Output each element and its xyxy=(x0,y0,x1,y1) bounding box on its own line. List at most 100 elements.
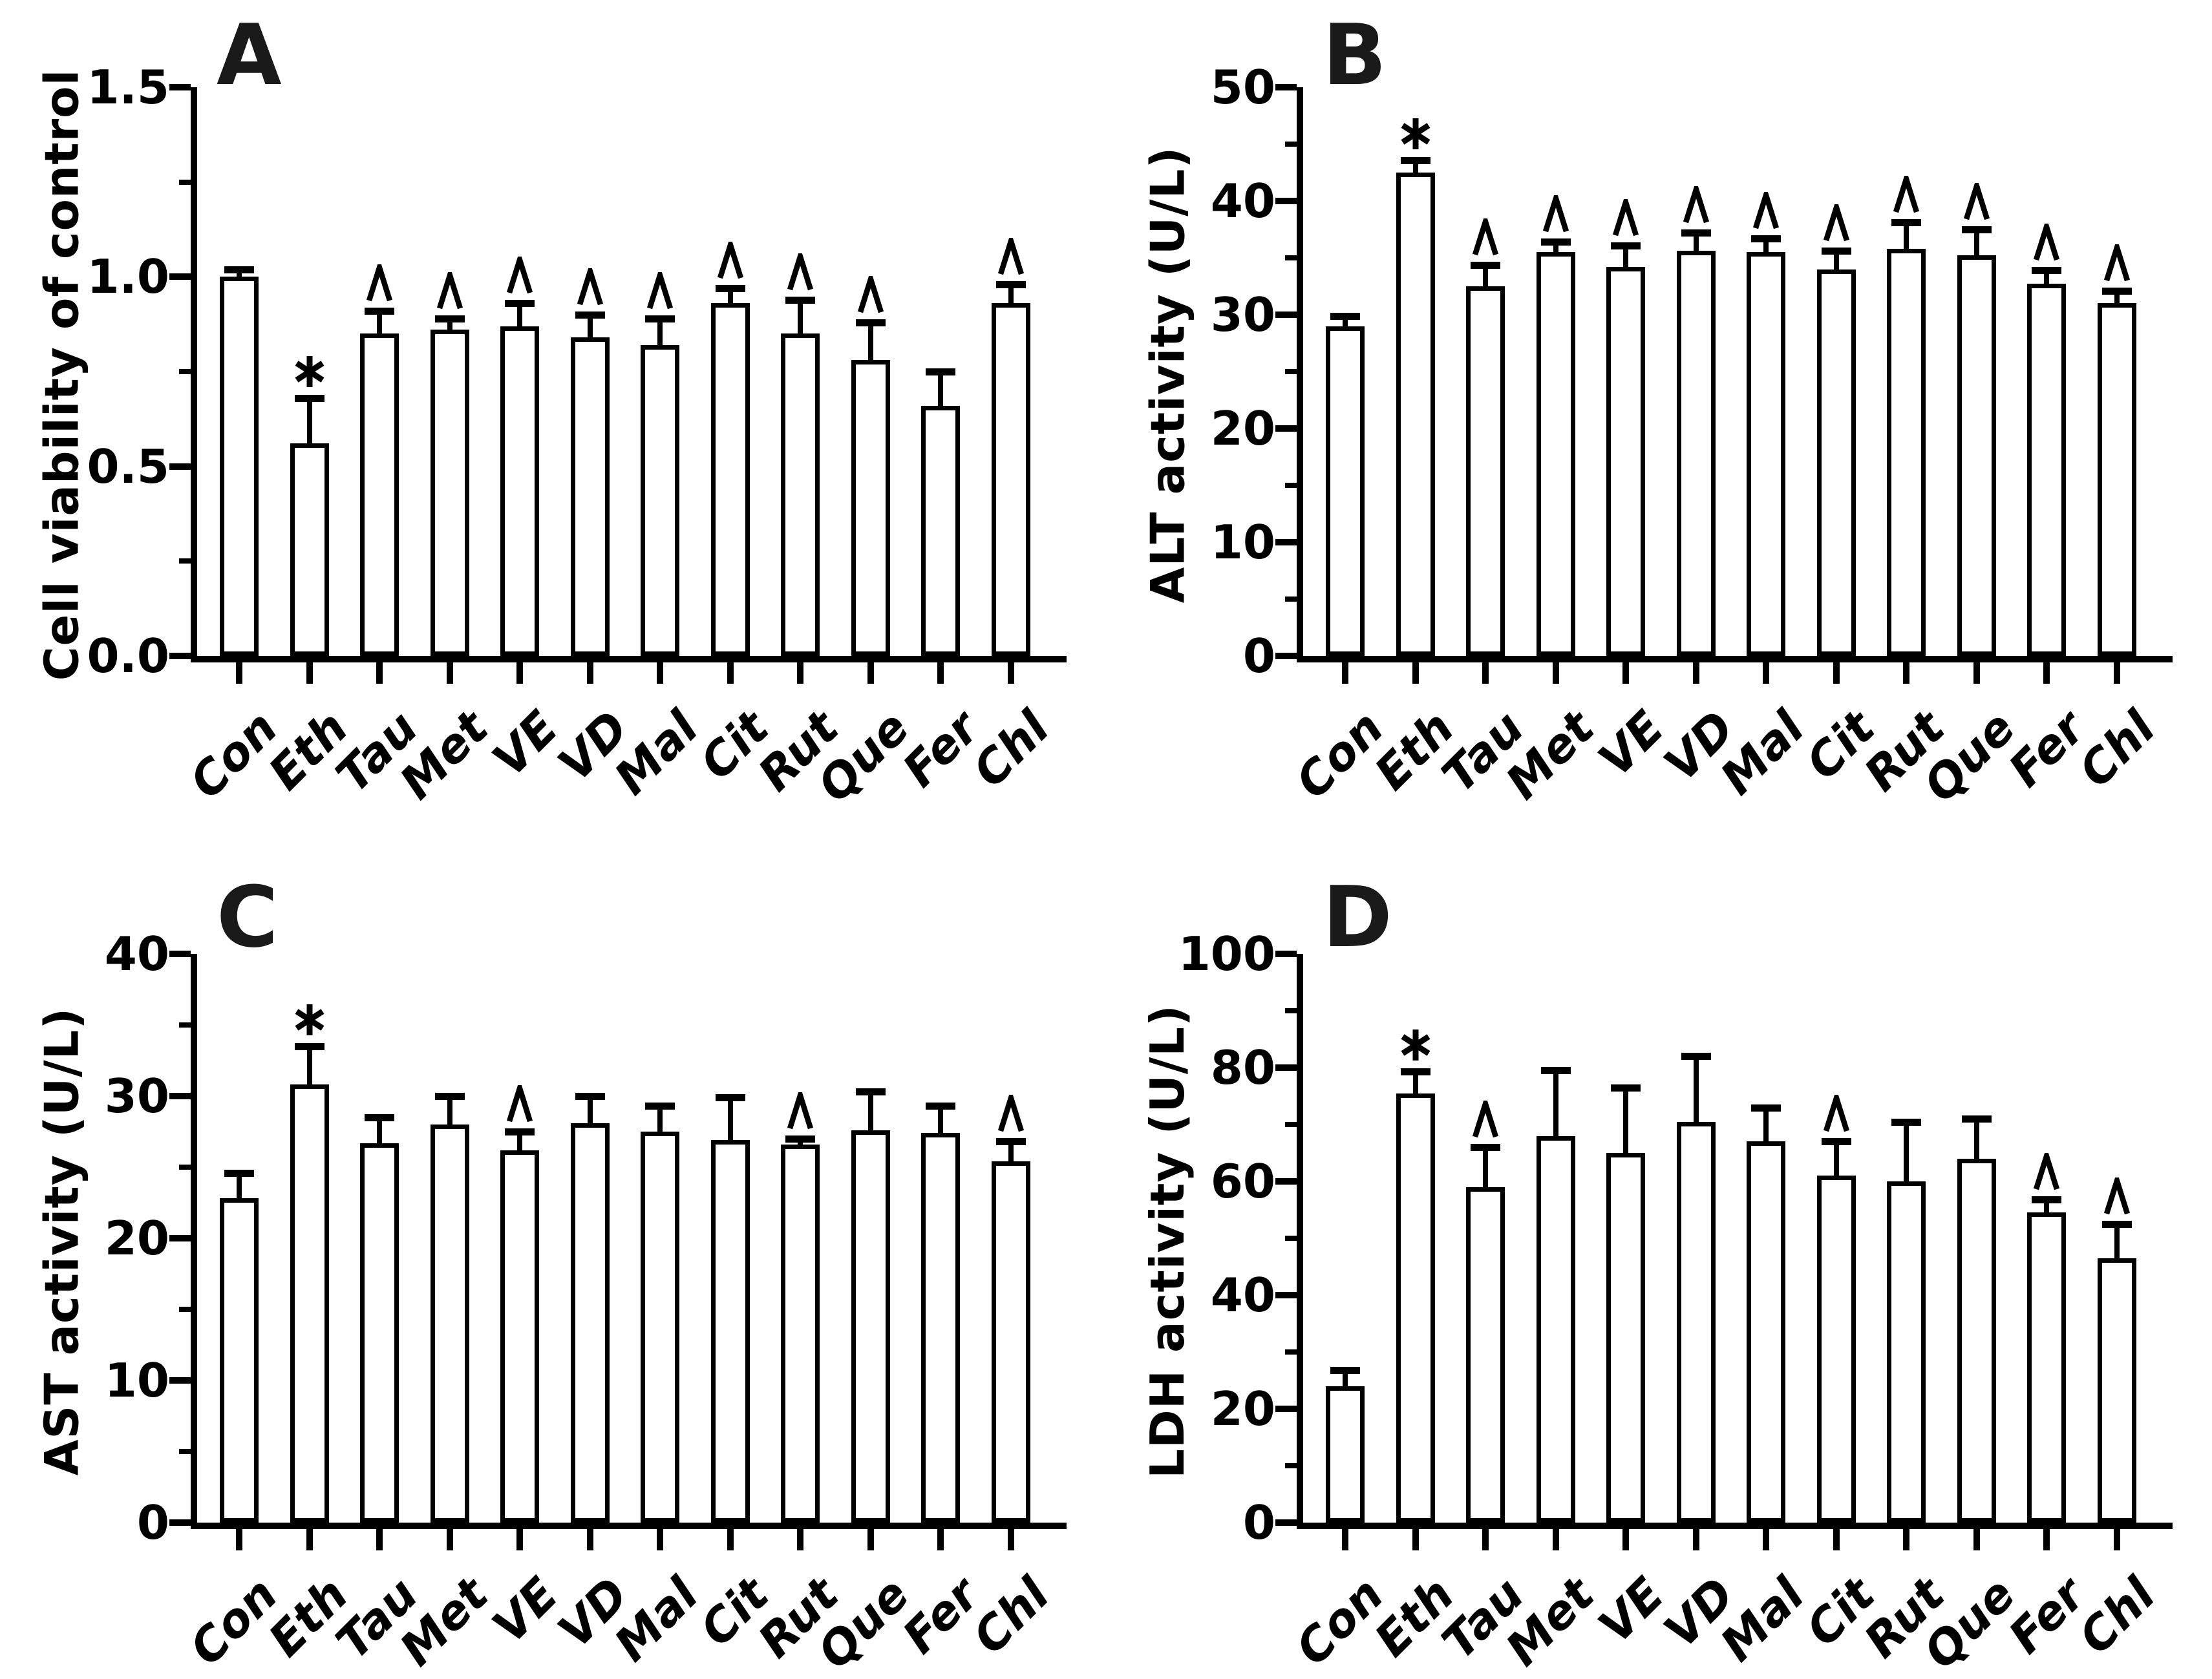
panel-c-x-tick-tau xyxy=(376,1529,383,1550)
panel-c-y-tick-minor xyxy=(179,1449,191,1454)
panel-a-plot-area: 0.0 0.5 1.0 1.5 Con Eth Tau Met VE VD Mal Cit Rut Que… xyxy=(87,64,1067,812)
panel-b-y-tick-major xyxy=(1275,539,1297,545)
panel-b-bar-eth xyxy=(1396,173,1435,656)
panel-d-error-cap-que xyxy=(1961,1115,1992,1123)
panel-c-significance-caret-chl xyxy=(982,1091,1040,1132)
panel-b-significance-caret-mal xyxy=(1737,188,1795,229)
panel-b-error-cap-cit xyxy=(1821,248,1851,255)
panel-d-bar-que xyxy=(1957,1158,1996,1523)
panel-b-bar-rut xyxy=(1887,248,1926,656)
panel-b-bar-fer xyxy=(2027,284,2066,656)
panel-a-x-tick-mal xyxy=(657,662,663,684)
panel-c: C AST activity (U/L) 0 10 20 30 40 Con Eth Tau M… xyxy=(0,825,1106,1679)
panel-c-x-category-label-chl: Chl xyxy=(962,1567,1059,1665)
panel-a-x-category-label-chl: Chl xyxy=(962,700,1059,798)
panel-a-y-tick-label: 0.0 xyxy=(87,629,169,683)
panel-a-bar-vd xyxy=(570,337,610,656)
panel-d-error-cap-fer xyxy=(2032,1196,2061,1204)
panel-a-bar-eth xyxy=(290,443,329,656)
panel-b-x-tick-chl xyxy=(2113,662,2120,684)
panel-a-error-cap-chl xyxy=(995,281,1026,289)
panel-b-significance-caret-rut xyxy=(1877,172,1935,213)
panel-c-y-tick-label: 30 xyxy=(104,1069,169,1123)
panel-b-x-tick-que xyxy=(1973,662,1980,684)
panel-a-bar-chl xyxy=(991,303,1030,656)
panel-d-significance-caret-cit xyxy=(1807,1091,1866,1132)
panel-a-significance-star-eth xyxy=(281,348,339,389)
panel-d-y-tick-label: 0 xyxy=(1242,1495,1275,1550)
panel-d-bar-vd xyxy=(1676,1121,1716,1523)
panel-c-y-tick-major xyxy=(169,951,191,957)
panel-c-bar-eth xyxy=(290,1084,329,1523)
panel-a: A Cell viability of control 0.0 0.5 1.0 1.5… xyxy=(0,0,1106,825)
panel-a-x-tick-vd xyxy=(586,662,593,684)
panel-d-y-tick-minor xyxy=(1285,1463,1297,1468)
panel-b-x-tick-fer xyxy=(2043,662,2050,684)
panel-d-y-tick-minor xyxy=(1285,1008,1297,1013)
panel-b-bar-ve xyxy=(1606,267,1645,656)
panel-d-x-tick-ve xyxy=(1622,1529,1629,1550)
panel-c-bar-mal xyxy=(641,1132,679,1523)
panel-b-y-tick-major xyxy=(1275,312,1297,318)
panel-d-y-tick-minor xyxy=(1285,1122,1297,1127)
panel-b-x-category-label-chl: Chl xyxy=(2068,700,2165,798)
panel-d-significance-caret-chl xyxy=(2088,1174,2146,1215)
panel-c-error-cap-chl xyxy=(995,1138,1026,1146)
panel-d-error-cap-rut xyxy=(1891,1118,1921,1126)
panel-c-y-tick-minor xyxy=(179,1307,191,1312)
panel-c-letter: C xyxy=(217,868,279,966)
panel-b-error-cap-eth xyxy=(1400,156,1430,164)
panel-d-y-tick-label: 80 xyxy=(1210,1040,1275,1095)
panel-b-y-tick-label: 20 xyxy=(1210,401,1275,456)
panel-b-bar-tau xyxy=(1466,286,1505,656)
panel-b-bar-chl xyxy=(2097,303,2136,656)
panel-b-x-tick-rut xyxy=(1903,662,1909,684)
panel-d-bar-eth xyxy=(1396,1093,1435,1523)
panel-a-y-tick-minor xyxy=(179,179,191,185)
panel-b-error-cap-vd xyxy=(1681,229,1711,237)
panel-d-bar-rut xyxy=(1887,1181,1926,1523)
panel-d-x-tick-eth xyxy=(1412,1529,1419,1550)
panel-d-y-tick-major xyxy=(1275,951,1297,957)
panel-b-significance-caret-fer xyxy=(2017,220,2076,261)
panel-a-x-tick-ve xyxy=(516,662,523,684)
panel-c-x-tick-ve xyxy=(516,1529,523,1550)
panel-b-significance-caret-que xyxy=(1948,179,2006,220)
panel-a-bar-que xyxy=(851,360,890,656)
panel-c-y-tick-label: 20 xyxy=(104,1211,169,1265)
panel-b-bar-con xyxy=(1326,326,1365,656)
panel-a-y-tick-label: 0.5 xyxy=(87,439,169,494)
panel-c-error-cap-vd xyxy=(575,1093,605,1100)
panel-c-error-cap-eth xyxy=(294,1043,324,1050)
panel-b-plot-area: 0 10 20 30 40 50 Con Eth Tau Met VE VD Mal Cit Rut Que F… xyxy=(1211,64,2173,812)
panel-b-y-tick-major xyxy=(1275,84,1297,90)
panel-c-bar-con xyxy=(220,1198,259,1523)
panel-b-x-tick-tau xyxy=(1482,662,1489,684)
panel-b-bar-que xyxy=(1957,255,1996,656)
panel-a-x-tick-cit xyxy=(727,662,734,684)
panel-b-error-cap-rut xyxy=(1891,219,1921,227)
panel-d-x-tick-que xyxy=(1973,1529,1980,1550)
panel-c-x-tick-que xyxy=(867,1529,874,1550)
panel-b-y-tick-major xyxy=(1275,425,1297,432)
panel-a-x-tick-chl xyxy=(1007,662,1014,684)
panel-d-y-tick-label: 60 xyxy=(1210,1154,1275,1209)
panel-d-error-cap-chl xyxy=(2101,1221,2132,1228)
panel-b-y-axis-title: ALT activity (U/L) xyxy=(1112,87,1222,662)
panel-b-bar-met xyxy=(1536,252,1575,656)
panel-a-bar-mal xyxy=(641,344,679,656)
panel-b-y-tick-minor xyxy=(1285,255,1297,260)
panel-d-y-axis-title: LDH activity (U/L) xyxy=(1112,954,1222,1529)
panel-d-significance-star-eth xyxy=(1387,1021,1445,1062)
panel-b-x-tick-mal xyxy=(1763,662,1769,684)
panel-a-y-axis-title: Cell viability of control xyxy=(6,69,116,681)
panel-a-error-cap-vd xyxy=(575,312,605,319)
panel-b-bar-cit xyxy=(1816,269,1856,656)
panel-a-y-axis-title-text: Cell viability of control xyxy=(34,69,89,681)
panel-a-x-tick-que xyxy=(867,662,874,684)
panel-c-x-tick-met xyxy=(446,1529,453,1550)
panel-a-error-cap-eth xyxy=(294,395,324,403)
panel-a-x-tick-met xyxy=(446,662,453,684)
panel-c-error-cap-con xyxy=(224,1169,254,1177)
panel-d: D LDH activity (U/L) 0 20 40 60 80 100 Con Eth T… xyxy=(1106,825,2212,1679)
